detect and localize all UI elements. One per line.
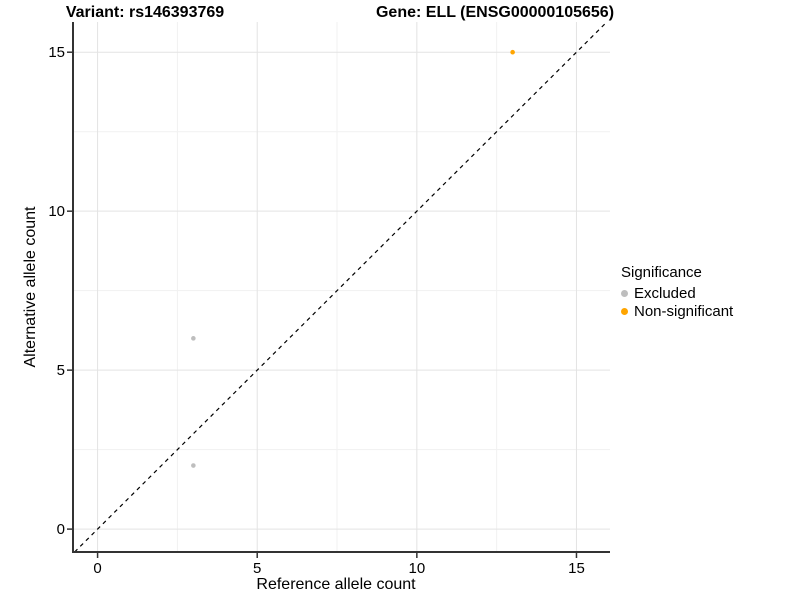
data-point-non-significant bbox=[510, 49, 515, 55]
legend: Significance Excluded Non-significant bbox=[621, 264, 733, 320]
x-tick-label: 15 bbox=[568, 560, 585, 577]
variant-title: Variant: rs146393769 bbox=[65, 4, 225, 21]
data-point-excluded bbox=[191, 336, 196, 341]
y-tick-label: 10 bbox=[48, 203, 65, 220]
legend-title: Significance bbox=[621, 264, 702, 281]
x-tick-label: 10 bbox=[409, 560, 426, 577]
legend-label-excluded: Excluded bbox=[634, 284, 696, 302]
y-tick-label: 0 bbox=[57, 521, 65, 538]
gene-title: Gene: ELL (ENSG00000105656) bbox=[375, 4, 615, 21]
x-tick-label: 5 bbox=[253, 560, 261, 577]
non-significant-swatch-icon bbox=[621, 307, 628, 315]
identity-dashed-line bbox=[74, 21, 608, 553]
legend-item-non-significant: Non-significant bbox=[621, 302, 733, 320]
x-tick-label: 0 bbox=[93, 560, 101, 577]
y-tick-label: 5 bbox=[57, 362, 65, 379]
y-axis-title: Alternative allele count bbox=[22, 206, 39, 368]
legend-item-excluded: Excluded bbox=[621, 284, 733, 302]
y-tick-label: 15 bbox=[48, 44, 65, 61]
legend-label-non-significant: Non-significant bbox=[634, 302, 734, 320]
excluded-swatch-icon bbox=[621, 289, 628, 297]
x-axis-title: Reference allele count bbox=[256, 576, 416, 593]
data-point-excluded bbox=[191, 463, 196, 468]
